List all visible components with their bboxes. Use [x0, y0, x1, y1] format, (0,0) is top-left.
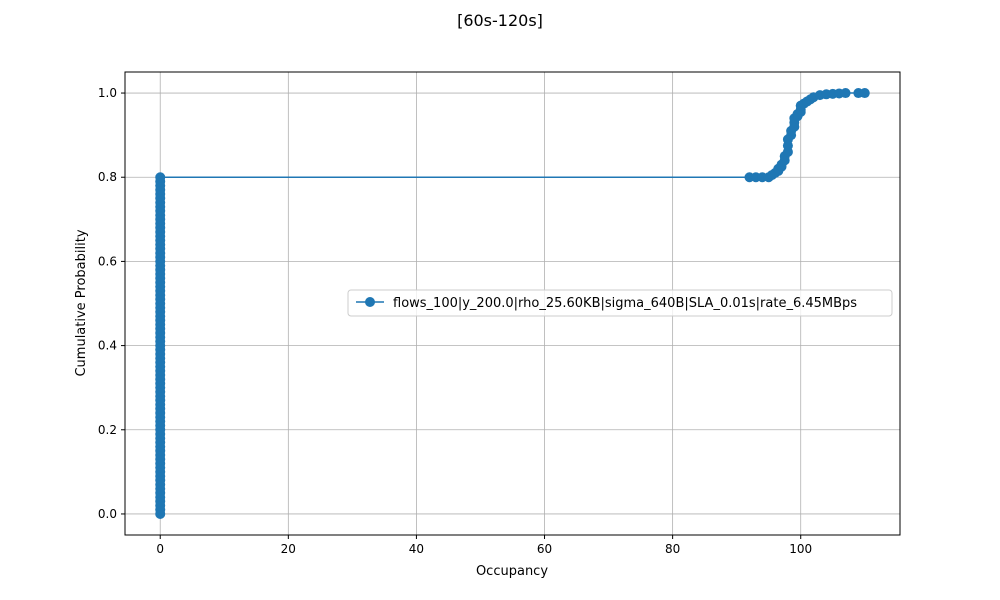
- legend-marker-swatch: [365, 297, 375, 307]
- y-tick-label: 0.4: [98, 339, 117, 353]
- axis-ticks: 0 20 40 60 80 100 0.0 0.2 0.4 0.6 0.8 1.0: [98, 86, 812, 556]
- legend-label: flows_100|y_200.0|rho_25.60KB|sigma_640B…: [393, 296, 857, 311]
- legend: flows_100|y_200.0|rho_25.60KB|sigma_640B…: [347, 289, 893, 317]
- x-tick-label: 100: [789, 542, 812, 556]
- x-axis-label: Occupancy: [476, 564, 548, 579]
- x-tick-label: 0: [156, 542, 164, 556]
- x-tick-label: 80: [665, 542, 680, 556]
- y-tick-label: 0.0: [98, 507, 117, 521]
- legend-box: [347, 289, 893, 317]
- y-tick-label: 0.8: [98, 170, 117, 184]
- data-point: [155, 172, 166, 183]
- x-tick-label: 20: [281, 542, 296, 556]
- data-point: [840, 88, 851, 99]
- y-tick-label: 1.0: [98, 86, 117, 100]
- y-tick-label: 0.6: [98, 254, 117, 268]
- y-tick-label: 0.2: [98, 423, 117, 437]
- axes-frame: [124, 71, 901, 536]
- series-layer: [155, 88, 870, 519]
- x-tick-label: 60: [537, 542, 552, 556]
- chart-title: [60s-120s]: [457, 11, 543, 30]
- data-point: [859, 88, 870, 99]
- y-axis-label: Cumulative Probability: [74, 229, 89, 376]
- x-tick-label: 40: [409, 542, 424, 556]
